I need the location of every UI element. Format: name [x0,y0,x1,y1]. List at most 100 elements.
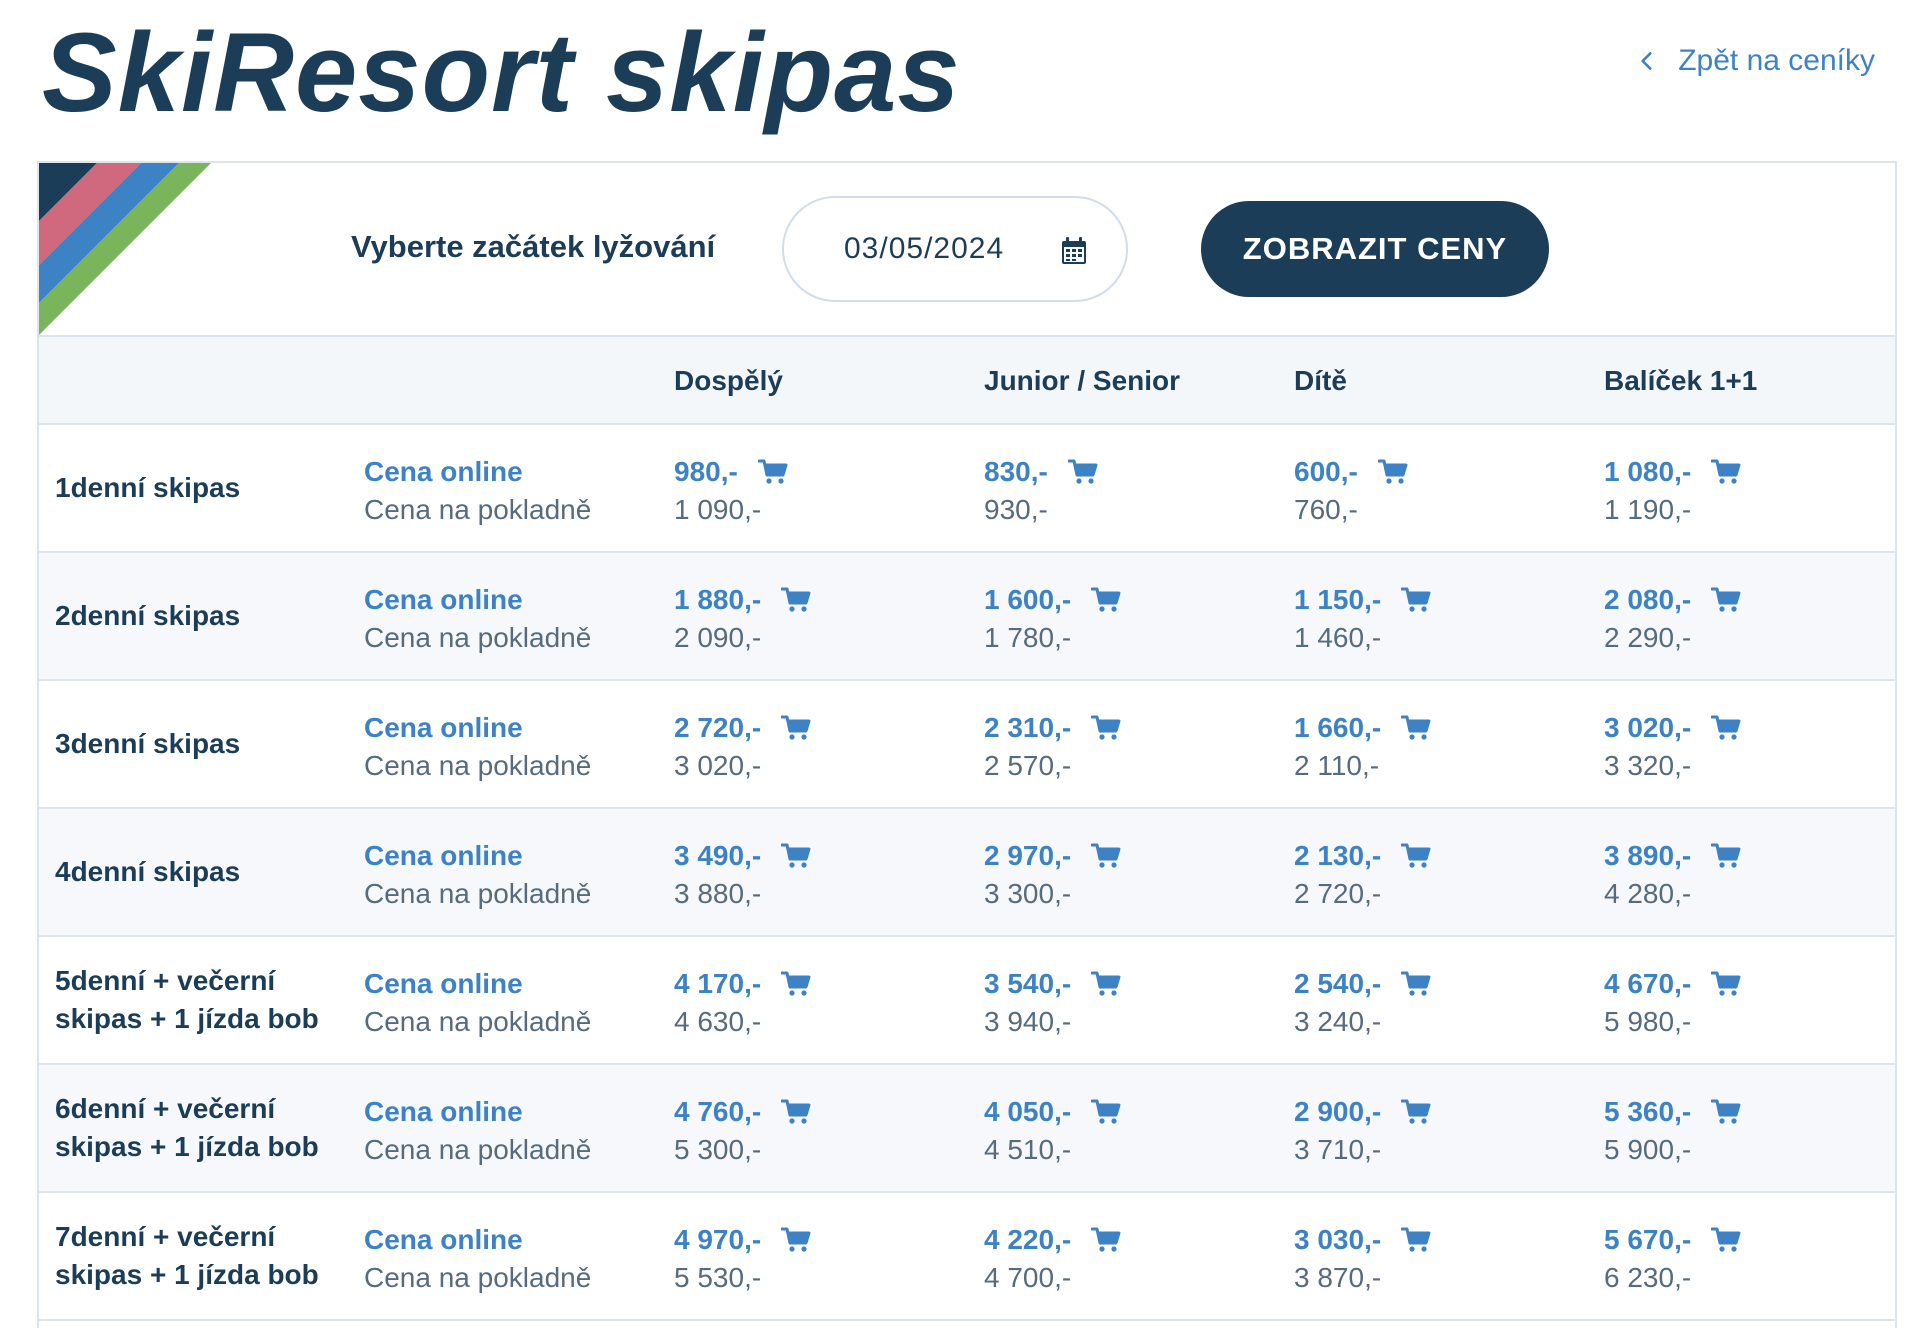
show-prices-button[interactable]: ZOBRAZIT CENY [1201,201,1549,297]
cart-icon[interactable] [1711,971,1741,997]
price-table-header: Dospělý Junior / Senior Dítě Balíček 1+1 [39,337,1895,425]
buy-online-price[interactable]: 3 490,- [674,837,811,875]
cart-icon[interactable] [781,587,811,613]
skipass-name: 2denní skipas [55,600,241,631]
buy-online-price[interactable]: 2 130,- [1294,837,1431,875]
price-cell: 1 080,- 1 190,- [1604,453,1741,529]
buy-online-price[interactable]: 5 360,- [1604,1093,1741,1131]
office-price-value: 3 870,- [1294,1262,1382,1293]
price-cell: 3 890,- 4 280,- [1604,837,1741,913]
office-price-value: 1 460,- [1294,622,1382,653]
price-table-body: 1denní skipas Cena online Cena na pokladně… [39,425,1895,1321]
buy-online-price[interactable]: 1 600,- [984,581,1121,619]
buy-online-price[interactable]: 3 890,- [1604,837,1741,875]
cart-icon[interactable] [1401,971,1431,997]
cart-icon[interactable] [1401,587,1431,613]
cart-icon[interactable] [1091,715,1121,741]
online-price-label: Cena online [364,456,523,487]
price-cell: 2 900,- 3 710,- [1294,1093,1431,1169]
online-price-label: Cena online [364,1096,523,1127]
buy-online-price[interactable]: 3 020,- [1604,709,1741,747]
cart-icon[interactable] [1091,1227,1121,1253]
buy-online-price[interactable]: 3 540,- [984,965,1121,1003]
price-cell: 1 600,- 1 780,- [984,581,1121,657]
price-cell: 5 360,- 5 900,- [1604,1093,1741,1169]
buy-online-price[interactable]: 2 080,- [1604,581,1741,619]
buy-online-price[interactable]: 1 880,- [674,581,811,619]
office-price-value: 2 110,- [1294,750,1380,781]
decorative-stripes [39,163,211,335]
office-price-value: 5 530,- [674,1262,762,1293]
buy-online-price[interactable]: 4 760,- [674,1093,811,1131]
online-price-value: 2 080,- [1604,584,1692,615]
online-price-value: 3 890,- [1604,840,1692,871]
calendar-icon[interactable] [1060,236,1088,266]
cart-icon[interactable] [757,459,788,485]
price-cell: 3 020,- 3 320,- [1604,709,1741,785]
cart-icon[interactable] [781,1099,811,1125]
buy-online-price[interactable]: 830,- [984,453,1098,491]
price-type-labels: Cena online Cena na pokladně [364,581,591,657]
office-price-label: Cena na pokladně [364,878,592,909]
cart-icon[interactable] [1711,587,1741,613]
cart-icon[interactable] [1091,1099,1121,1125]
buy-online-price[interactable]: 4 220,- [984,1221,1121,1259]
cart-icon[interactable] [1401,843,1431,869]
buy-online-price[interactable]: 1 150,- [1294,581,1431,619]
cart-icon[interactable] [1091,971,1121,997]
price-cell: 4 970,- 5 530,- [674,1221,811,1297]
table-row: 2denní skipas Cena online Cena na pokladně… [39,553,1895,681]
office-price-label: Cena na pokladně [364,494,592,525]
cart-icon[interactable] [1711,843,1741,869]
buy-online-price[interactable]: 600,- [1294,453,1408,491]
cart-icon[interactable] [781,843,811,869]
cart-icon[interactable] [781,971,811,997]
online-price-label: Cena online [364,1224,523,1255]
buy-online-price[interactable]: 4 670,- [1604,965,1741,1003]
office-price-value: 2 570,- [984,750,1072,781]
buy-online-price[interactable]: 2 310,- [984,709,1121,747]
cart-icon[interactable] [1377,459,1408,485]
office-price-value: 5 980,- [1604,1006,1692,1037]
online-price-value: 3 490,- [674,840,762,871]
buy-online-price[interactable]: 2 970,- [984,837,1121,875]
price-cell: 2 970,- 3 300,- [984,837,1121,913]
office-price-value: 3 940,- [984,1006,1072,1037]
cart-icon[interactable] [1067,459,1098,485]
online-price-value: 5 360,- [1604,1096,1692,1127]
buy-online-price[interactable]: 980,- [674,453,788,491]
cart-icon[interactable] [1711,715,1741,741]
cart-icon[interactable] [1711,459,1741,485]
buy-online-price[interactable]: 2 720,- [674,709,811,747]
start-date-input[interactable]: 03/05/2024 [782,196,1128,302]
cart-icon[interactable] [781,1227,811,1253]
buy-online-price[interactable]: 1 660,- [1294,709,1431,747]
online-price-value: 3 030,- [1294,1224,1382,1255]
office-price-label: Cena na pokladně [364,622,592,653]
cart-icon[interactable] [1401,1227,1431,1253]
cart-icon[interactable] [1711,1227,1741,1253]
back-to-pricelists-link[interactable]: Zpět na ceníky [1634,44,1875,78]
cart-icon[interactable] [781,715,811,741]
price-cell: 2 310,- 2 570,- [984,709,1121,785]
table-row: 5denní + večerní skipas + 1 jízda bob Cen… [39,937,1895,1065]
price-cell: 1 880,- 2 090,- [674,581,811,657]
table-row: 7denní + večerní skipas + 1 jízda bob Cen… [39,1193,1895,1321]
buy-online-price[interactable]: 2 900,- [1294,1093,1431,1131]
online-price-value: 1 600,- [984,584,1072,615]
cart-icon[interactable] [1091,843,1121,869]
cart-icon[interactable] [1091,587,1121,613]
cart-icon[interactable] [1401,715,1431,741]
buy-online-price[interactable]: 4 050,- [984,1093,1121,1131]
buy-online-price[interactable]: 1 080,- [1604,453,1741,491]
office-price-label: Cena na pokladně [364,1006,592,1037]
column-header-junior-senior: Junior / Senior [984,365,1181,396]
buy-online-price[interactable]: 5 670,- [1604,1221,1741,1259]
buy-online-price[interactable]: 4 970,- [674,1221,811,1259]
buy-online-price[interactable]: 3 030,- [1294,1221,1431,1259]
cart-icon[interactable] [1711,1099,1741,1125]
buy-online-price[interactable]: 4 170,- [674,965,811,1003]
buy-online-price[interactable]: 2 540,- [1294,965,1431,1003]
cart-icon[interactable] [1401,1099,1431,1125]
chevron-left-icon [1641,52,1652,70]
